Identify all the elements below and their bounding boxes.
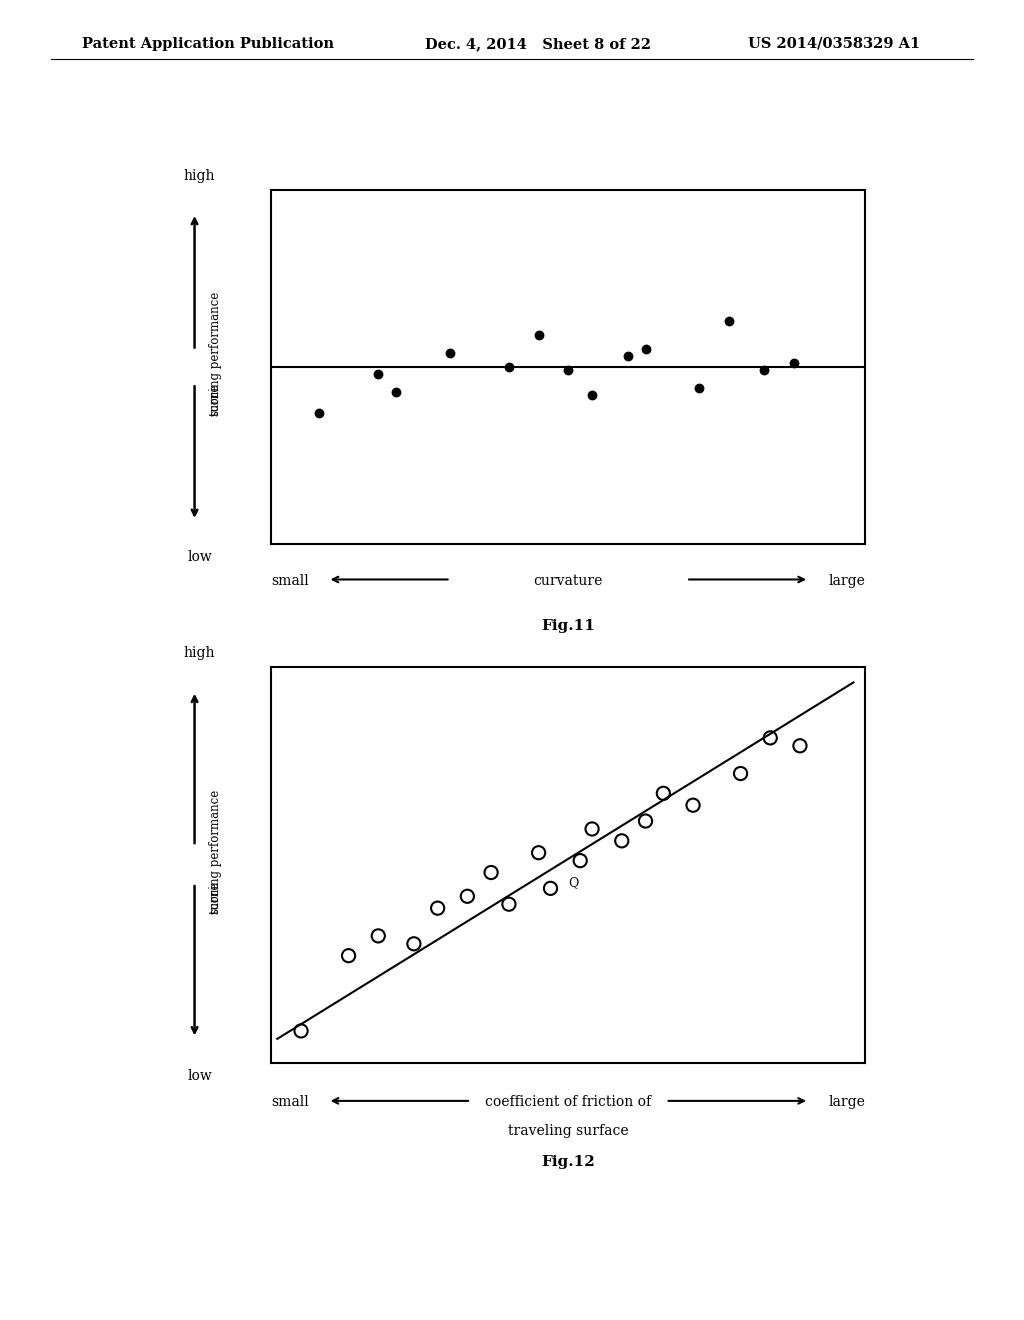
- Point: [293, 1020, 309, 1041]
- Point: [637, 339, 653, 360]
- Point: [584, 384, 600, 405]
- Point: [406, 933, 422, 954]
- Text: large: large: [828, 1096, 865, 1109]
- Text: Q: Q: [568, 876, 579, 888]
- Text: low: low: [187, 550, 212, 565]
- Text: US 2014/0358329 A1: US 2014/0358329 A1: [748, 37, 920, 51]
- Point: [691, 378, 708, 399]
- Text: traveling surface: traveling surface: [508, 1125, 629, 1138]
- Point: [572, 850, 589, 871]
- Point: [560, 360, 577, 381]
- Text: low: low: [187, 1069, 212, 1084]
- Point: [655, 783, 672, 804]
- Text: coefficient of friction of: coefficient of friction of: [485, 1096, 651, 1109]
- Point: [501, 894, 517, 915]
- Text: score: score: [209, 384, 221, 416]
- Point: [543, 878, 559, 899]
- Text: turning performance: turning performance: [209, 789, 221, 913]
- Text: high: high: [184, 169, 215, 183]
- Point: [429, 898, 445, 919]
- Point: [685, 795, 701, 816]
- Point: [530, 325, 547, 346]
- Text: small: small: [271, 574, 309, 587]
- Text: curvature: curvature: [534, 574, 603, 587]
- Text: Patent Application Publication: Patent Application Publication: [82, 37, 334, 51]
- Point: [459, 886, 475, 907]
- Text: Fig.12: Fig.12: [542, 1155, 595, 1168]
- Point: [483, 862, 500, 883]
- Text: Dec. 4, 2014   Sheet 8 of 22: Dec. 4, 2014 Sheet 8 of 22: [425, 37, 651, 51]
- Text: small: small: [271, 1096, 309, 1109]
- Point: [370, 363, 386, 384]
- Point: [441, 342, 458, 363]
- Point: [721, 310, 737, 331]
- Point: [370, 925, 386, 946]
- Point: [620, 346, 636, 367]
- Point: [756, 360, 772, 381]
- Point: [613, 830, 630, 851]
- Point: [762, 727, 778, 748]
- Point: [732, 763, 749, 784]
- Point: [530, 842, 547, 863]
- Text: turning performance: turning performance: [209, 292, 221, 416]
- Point: [388, 381, 404, 403]
- Text: high: high: [184, 645, 215, 660]
- Point: [785, 352, 802, 374]
- Point: [584, 818, 600, 840]
- Point: [310, 403, 327, 424]
- Point: [340, 945, 356, 966]
- Text: Fig.11: Fig.11: [542, 619, 595, 632]
- Point: [501, 356, 517, 378]
- Point: [637, 810, 653, 832]
- Point: [792, 735, 808, 756]
- Text: large: large: [828, 574, 865, 587]
- Text: score: score: [209, 882, 221, 913]
